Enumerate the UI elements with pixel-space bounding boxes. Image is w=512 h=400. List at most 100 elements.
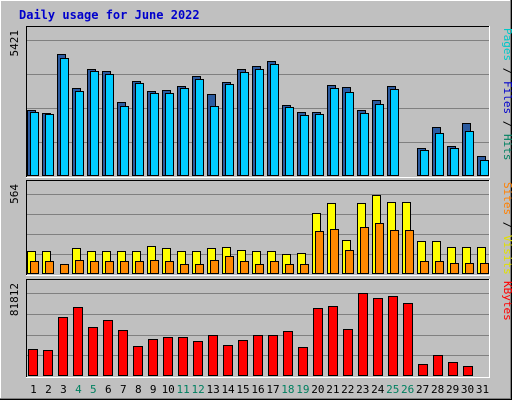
bar-sites-day-7 [120,261,129,274]
bar-shape [373,298,383,376]
bar-shape [345,92,354,176]
bar-sites-day-14 [225,256,234,274]
day-label-25: 25 [386,383,399,396]
day-label-31: 31 [476,383,489,396]
day-label-4: 4 [75,383,82,396]
bar-shape [253,335,263,376]
bar-kbytes-day-26 [403,303,413,376]
bar-sites-day-2 [45,261,54,274]
bar-shape [225,84,234,176]
bar-shape [330,88,339,176]
bar-shape [178,337,188,376]
bar-shape [435,133,444,176]
bar-sites-day-13 [210,260,219,274]
day-label-1: 1 [30,383,37,396]
bar-sites-day-24 [375,223,384,274]
bar-sites-day-17 [270,261,279,274]
bar-shape [465,263,474,274]
bar-kbytes-day-21 [328,306,338,376]
day-label-29: 29 [446,383,459,396]
bar-sites-day-16 [255,264,264,274]
legend-entry: / [501,61,512,81]
bar-shape [195,79,204,176]
bar-shape [180,88,189,176]
bar-sites-day-26 [405,230,414,274]
bar-shape [28,349,38,376]
bar-shape [180,264,189,274]
day-label-19: 19 [296,383,309,396]
day-label-22: 22 [341,383,354,396]
bar-shape [283,331,293,376]
bar-shape [255,69,264,176]
bar-shape [45,114,54,176]
bar-sites-day-19 [300,264,309,274]
panel-legend: KBytes [501,281,512,321]
bar-shape [135,261,144,274]
day-label-3: 3 [60,383,67,396]
bar-kbytes-day-19 [298,347,308,376]
bar-kbytes-day-6 [103,320,113,376]
bar-sites-day-9 [150,260,159,274]
day-label-20: 20 [311,383,324,396]
bar-kbytes-day-24 [373,298,383,376]
legend-entry: Hits [501,134,512,161]
bar-sites-day-22 [345,250,354,274]
bar-sites-day-10 [165,261,174,274]
bar-shape [390,89,399,176]
bar-kbytes-day-20 [313,308,323,376]
bar-shape [315,114,324,176]
bar-files-day-23 [360,113,369,176]
bar-kbytes-day-22 [343,329,353,376]
bar-shape [238,340,248,376]
bar-files-day-19 [300,115,309,176]
bar-shape [255,264,264,274]
bar-shape [163,337,173,376]
bar-sites-day-30 [465,263,474,274]
legend-entry: / [501,215,512,235]
day-label-12: 12 [192,383,205,396]
bar-shape [90,261,99,274]
bar-shape [133,346,143,376]
bar-shape [118,330,128,376]
bar-shape [405,230,414,274]
bar-shape [135,83,144,176]
bar-shape [450,263,459,274]
chart-title: Daily usage for June 2022 [19,8,200,22]
bar-shape [313,308,323,376]
bar-shape [360,113,369,176]
bar-sites-day-5 [90,261,99,274]
bar-files-day-13 [210,106,219,176]
bar-shape [75,91,84,176]
bar-kbytes-day-10 [163,337,173,376]
y-max-label: 5421 [8,30,21,57]
bar-files-day-20 [315,114,324,176]
day-label-2: 2 [45,383,52,396]
bar-shape [375,104,384,176]
bar-shape [298,347,308,376]
bar-shape [420,150,429,176]
bar-shape [120,106,129,176]
bar-kbytes-day-1 [28,349,38,376]
bar-shape [433,355,443,376]
bar-shape [448,362,458,376]
bar-sites-day-21 [330,229,339,274]
bar-shape [270,64,279,176]
bar-files-day-11 [180,88,189,176]
bar-kbytes-day-30 [463,366,473,376]
bar-shape [268,335,278,376]
bar-shape [358,293,368,376]
bar-shape [270,261,279,274]
bar-shape [315,231,324,274]
day-label-8: 8 [135,383,142,396]
bar-shape [150,260,159,274]
bar-kbytes-day-2 [43,350,53,376]
bar-sites-day-20 [315,231,324,274]
bar-shape [343,329,353,376]
bar-kbytes-day-17 [268,335,278,376]
bar-shape [43,350,53,376]
bar-files-day-27 [420,150,429,176]
y-max-label: 564 [8,184,21,204]
legend-entry: KBytes [501,281,512,321]
bar-files-day-16 [255,69,264,176]
bar-files-day-22 [345,92,354,176]
